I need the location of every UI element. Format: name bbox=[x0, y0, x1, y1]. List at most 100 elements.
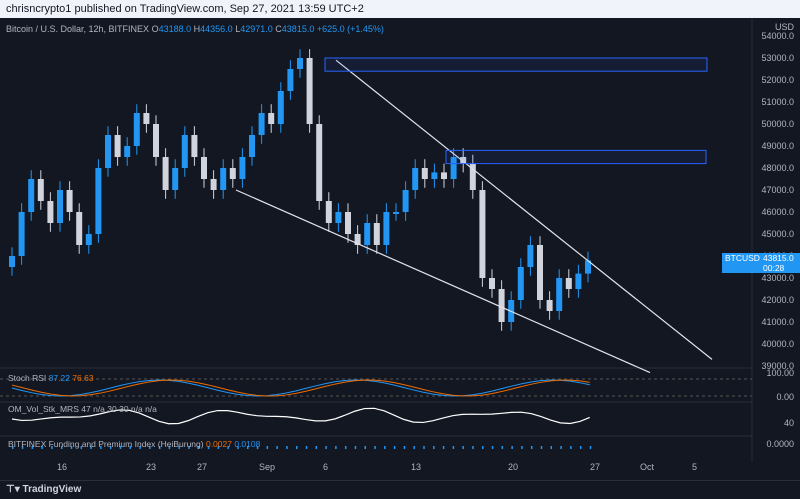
funding-bar bbox=[384, 446, 386, 449]
funding-bar bbox=[472, 446, 474, 449]
funding-bar bbox=[550, 446, 553, 449]
price-tick: 42000.0 bbox=[761, 295, 794, 305]
candle-body bbox=[57, 190, 63, 223]
price-tick: 45000.0 bbox=[761, 229, 794, 239]
price-tick: 47000.0 bbox=[761, 185, 794, 195]
candle-body bbox=[201, 157, 207, 179]
x-axis-label: 6 bbox=[323, 462, 329, 472]
candle-body bbox=[498, 289, 505, 322]
funding-bar bbox=[423, 446, 425, 449]
candle-body bbox=[517, 267, 524, 300]
candle-body bbox=[66, 190, 73, 212]
candle-body bbox=[172, 168, 179, 190]
currency-label: USD bbox=[774, 22, 794, 32]
vol-line bbox=[11, 407, 590, 425]
funding-bar bbox=[315, 446, 318, 449]
funding-bar bbox=[403, 446, 406, 449]
funding-bar bbox=[60, 446, 63, 449]
funding-bar bbox=[462, 446, 464, 449]
candle-body bbox=[556, 278, 563, 311]
funding-bar bbox=[501, 446, 504, 449]
candle-body bbox=[575, 273, 582, 289]
funding-bar bbox=[325, 446, 327, 449]
funding-bar bbox=[256, 446, 259, 449]
price-tick: 43000.0 bbox=[761, 273, 794, 283]
candle-body bbox=[37, 179, 44, 201]
price-tick: 49000.0 bbox=[761, 141, 794, 151]
x-axis-label: 27 bbox=[197, 462, 208, 472]
candle-body bbox=[460, 157, 467, 164]
candle-body bbox=[76, 212, 83, 245]
price-tick: 51000.0 bbox=[761, 97, 794, 107]
funding-bar bbox=[589, 446, 592, 449]
price-tick: 54000.0 bbox=[761, 31, 794, 41]
candle-body bbox=[229, 168, 236, 179]
candle-body bbox=[9, 256, 15, 267]
symbol-title: Bitcoin / U.S. Dollar, 12h, BITFINEX bbox=[6, 24, 150, 34]
candle-body bbox=[297, 58, 303, 69]
funding-bar bbox=[482, 446, 484, 449]
open-value: 43188.0 bbox=[158, 24, 192, 34]
funding-bar bbox=[335, 446, 337, 449]
price-tick: 52000.0 bbox=[761, 75, 794, 85]
funding-indicator-label: BITFINEX Funding and Premium Index (HeiB… bbox=[8, 439, 261, 449]
funding-bar bbox=[286, 446, 288, 449]
candle-body bbox=[354, 234, 361, 245]
upper-trendline bbox=[335, 59, 713, 360]
price-chart[interactable] bbox=[0, 18, 800, 480]
candle-body bbox=[287, 69, 294, 91]
funding-bar bbox=[139, 446, 141, 449]
candle-body bbox=[479, 190, 486, 278]
tradingview-logo[interactable]: ⊤▾ TradingView bbox=[6, 484, 82, 495]
funding-bar bbox=[198, 446, 200, 449]
funding-bar bbox=[413, 446, 415, 449]
x-axis-label: 23 bbox=[146, 462, 157, 472]
candle-body bbox=[28, 179, 35, 212]
price-tick: 39000.0 bbox=[761, 361, 794, 371]
candle-body bbox=[335, 212, 342, 223]
funding-bar bbox=[364, 446, 367, 449]
funding-bar bbox=[540, 446, 543, 449]
candle-body bbox=[105, 135, 111, 168]
funding-bar bbox=[100, 446, 102, 449]
funding-bar bbox=[70, 446, 73, 449]
candle-body bbox=[364, 223, 371, 245]
candle-body bbox=[162, 157, 169, 190]
x-axis-label: 5 bbox=[692, 462, 698, 472]
last-price-tag: BTCUSD 43815.0 00:28 bbox=[722, 253, 800, 273]
funding-bar bbox=[452, 446, 455, 449]
candle-body bbox=[191, 135, 198, 157]
funding-bar bbox=[266, 446, 269, 449]
funding-bar bbox=[442, 446, 445, 449]
funding-bar bbox=[295, 446, 298, 449]
vol-indicator-label: OM_Vol_Stk_MRS 47 n/a 30 30 n/a n/a bbox=[8, 404, 157, 414]
x-axis-label: 13 bbox=[411, 462, 422, 472]
funding-bar bbox=[560, 446, 562, 449]
funding-bar bbox=[149, 446, 151, 449]
candle-body bbox=[527, 245, 534, 267]
price-tick: 48000.0 bbox=[761, 163, 794, 173]
price-tick: 40000.0 bbox=[761, 339, 794, 349]
stoch-tick-100: 100.00 bbox=[766, 368, 794, 378]
price-tick: 46000.0 bbox=[761, 207, 794, 217]
funding-bar bbox=[276, 446, 278, 449]
publish-header: chrisncrypto1 published on TradingView.c… bbox=[0, 0, 800, 18]
funding-bar bbox=[31, 446, 34, 449]
funding-bar bbox=[530, 446, 533, 449]
candle-body bbox=[489, 278, 495, 289]
change-value: +625.0 (+1.45%) bbox=[316, 24, 384, 34]
candle-body bbox=[124, 146, 131, 157]
candle-body bbox=[85, 234, 92, 245]
candle-body bbox=[316, 124, 323, 201]
candle-body bbox=[95, 168, 102, 234]
funding-bar bbox=[12, 446, 14, 449]
chart-area[interactable] bbox=[0, 18, 800, 480]
funding-bar bbox=[393, 446, 396, 449]
funding-bar bbox=[354, 446, 357, 449]
candle-body bbox=[412, 168, 419, 190]
funding-bar bbox=[511, 446, 513, 449]
candle-body bbox=[153, 124, 159, 157]
candle-body bbox=[133, 113, 140, 146]
x-axis-label: 27 bbox=[590, 462, 601, 472]
candle-body bbox=[537, 245, 543, 300]
